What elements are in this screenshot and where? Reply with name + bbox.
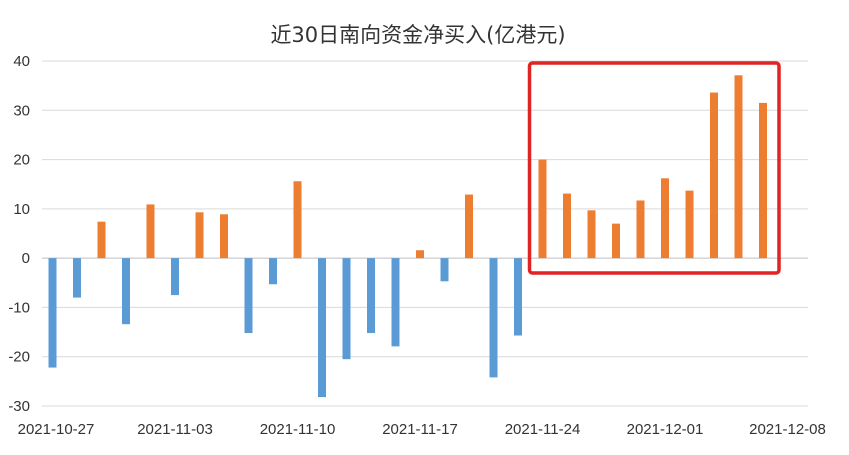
highlight-box <box>527 61 781 275</box>
bar <box>342 258 351 360</box>
bar <box>636 200 645 259</box>
bar <box>465 194 473 259</box>
bar <box>563 193 571 259</box>
y-tick-label: -10 <box>8 299 30 316</box>
bars <box>48 75 767 398</box>
gridlines <box>42 60 808 407</box>
bar <box>195 212 204 259</box>
bar <box>146 204 155 259</box>
y-tick-label: 0 <box>22 250 30 267</box>
y-tick-label: 40 <box>13 53 30 70</box>
x-tick-label: 2021-10-27 <box>18 421 95 438</box>
bar <box>269 258 277 285</box>
x-tick-label: 2021-12-08 <box>749 421 826 438</box>
bar <box>661 178 669 259</box>
y-tick-label: -30 <box>8 398 30 415</box>
bar <box>391 258 400 347</box>
highlight-box-layer <box>527 61 781 275</box>
x-tick-label: 2021-12-01 <box>627 421 704 438</box>
bar <box>612 223 620 259</box>
bar <box>440 258 449 282</box>
bar <box>734 75 743 259</box>
x-tick-label: 2021-11-24 <box>505 421 581 438</box>
bar <box>538 159 547 259</box>
bar <box>367 258 375 334</box>
y-tick-label: 20 <box>13 152 30 169</box>
bar <box>73 258 81 298</box>
bar <box>685 190 694 259</box>
bar <box>416 250 424 259</box>
x-axis-ticks: 2021-10-27 2021-11-03 2021-11-10 2021-11-17… <box>18 421 826 438</box>
x-tick-label: 2021-11-17 <box>382 421 458 438</box>
bar <box>318 258 326 398</box>
bar <box>514 258 522 336</box>
x-tick-label: 2021-11-03 <box>137 421 213 438</box>
y-tick-label: 30 <box>13 102 30 119</box>
bar <box>171 258 179 296</box>
chart-title: 近30日南向资金净买入(亿港元) <box>270 23 565 47</box>
bar <box>587 210 596 259</box>
bar <box>48 258 57 368</box>
bar <box>97 221 106 259</box>
y-axis-ticks: -30 -20 -10 0 10 20 30 40 <box>8 53 30 415</box>
y-tick-label: 10 <box>13 201 30 218</box>
x-tick-label: 2021-11-10 <box>260 421 336 438</box>
bar <box>244 258 253 334</box>
bar <box>710 92 718 259</box>
y-tick-label: -20 <box>8 349 30 366</box>
bar <box>122 258 130 325</box>
bar <box>489 258 498 378</box>
bar <box>220 214 228 259</box>
bar <box>759 102 767 259</box>
bar <box>293 181 302 259</box>
